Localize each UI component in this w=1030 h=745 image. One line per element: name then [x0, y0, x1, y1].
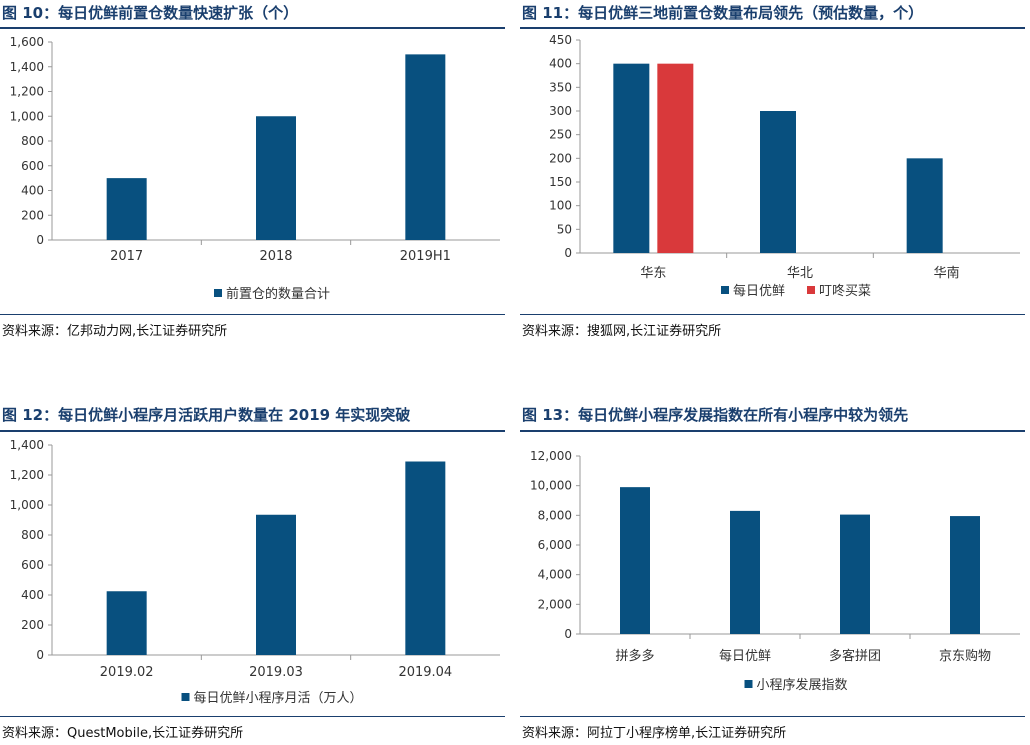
chart-title: 图 12：每日优鲜小程序月活跃用户数量在 2019 年实现突破	[2, 406, 411, 424]
bottom-rule	[0, 314, 505, 315]
x-tick-label: 拼多多	[615, 648, 654, 664]
y-tick-label: 1,600	[10, 35, 44, 49]
x-tick-label: 2018	[259, 249, 292, 264]
x-tick-label: 2019.03	[249, 665, 303, 680]
y-tick-label: 0	[564, 627, 572, 641]
bar	[405, 461, 446, 655]
title-rule	[520, 27, 1025, 29]
y-tick-label: 350	[549, 80, 572, 94]
y-tick-label: 1,000	[10, 498, 44, 512]
legend-label: 每日优鲜小程序月活（万人）	[194, 690, 363, 706]
y-tick-label: 0	[36, 233, 44, 247]
y-tick-label: 400	[21, 184, 44, 198]
y-tick-label: 200	[21, 208, 44, 222]
y-tick-label: 4,000	[538, 568, 572, 582]
y-tick-label: 1,400	[10, 60, 44, 74]
x-tick-label: 京东购物	[939, 648, 991, 664]
legend-swatch	[214, 289, 222, 297]
chart-source: 资料来源：搜狐网,长江证券研究所	[522, 324, 722, 339]
y-tick-label: 8,000	[538, 508, 572, 522]
y-tick-label: 600	[21, 558, 44, 572]
y-tick-label: 1,200	[10, 468, 44, 482]
x-tick-label: 华北	[787, 266, 813, 281]
y-tick-label: 200	[21, 618, 44, 632]
y-tick-label: 800	[21, 528, 44, 542]
chart-panel-1: 图 10：每日优鲜前置仓数量快速扩张（个） 0 200 400 600 800 1,000…	[0, 0, 505, 360]
bar	[256, 514, 296, 655]
legend-label: 每日优鲜	[733, 283, 785, 299]
chart-svg: 0 200 400 600 800 1,000 1,200 1,400 1,600 2017 201…	[10, 35, 500, 302]
x-tick-label: 2019H1	[400, 249, 451, 264]
chart-source: 资料来源：QuestMobile,长江证券研究所	[2, 726, 244, 741]
y-tick-label: 250	[549, 128, 572, 142]
chart-svg: 0 200 400 600 800 1,000 1,200 1,400 2019.02 2019.…	[10, 438, 500, 706]
chart-title: 图 10：每日优鲜前置仓数量快速扩张（个）	[2, 4, 299, 22]
legend-swatch	[721, 286, 729, 294]
legend-label: 前置仓的数量合计	[226, 286, 330, 302]
y-tick-label: 400	[21, 588, 44, 602]
bar	[906, 158, 943, 253]
bar	[840, 514, 870, 634]
y-tick-label: 150	[549, 175, 572, 189]
y-tick-label: 10,000	[530, 479, 572, 493]
y-tick-label: 800	[21, 134, 44, 148]
title-rule	[0, 430, 505, 432]
y-tick-label: 6,000	[538, 538, 572, 552]
legend-swatch	[744, 680, 753, 688]
bottom-rule	[520, 314, 1025, 315]
x-tick-label: 2019.02	[100, 665, 154, 680]
chart-title: 图 11：每日优鲜三地前置仓数量布局领先（预估数量，个）	[522, 4, 924, 22]
chart-panel-3: 图 12：每日优鲜小程序月活跃用户数量在 2019 年实现突破 0 200 400 6…	[0, 402, 505, 745]
y-tick-label: 600	[21, 159, 44, 173]
title-rule	[0, 27, 505, 29]
chart-source: 资料来源：亿邦动力网,长江证券研究所	[2, 324, 228, 339]
chart-svg: 0 2,000 4,000 6,000 8,000 10,000 12,000 拼多多 每日优鲜…	[530, 449, 1020, 693]
bar	[760, 111, 796, 253]
x-tick-label: 2017	[110, 249, 143, 264]
y-tick-label: 0	[564, 246, 572, 260]
x-tick-label: 华东	[640, 266, 666, 281]
bar	[405, 54, 446, 240]
x-tick-label: 每日优鲜	[719, 648, 771, 664]
bar	[657, 63, 694, 253]
y-tick-label: 400	[549, 57, 572, 71]
bar	[106, 178, 147, 240]
y-tick-label: 1,400	[10, 438, 44, 452]
bar	[620, 487, 650, 634]
y-tick-label: 2,000	[538, 597, 572, 611]
y-tick-label: 100	[549, 199, 572, 213]
bar	[106, 591, 147, 655]
chart-panel-2: 图 11：每日优鲜三地前置仓数量布局领先（预估数量，个） 0 50 100 150 20…	[520, 0, 1025, 360]
y-tick-label: 0	[36, 648, 44, 662]
y-tick-label: 12,000	[530, 449, 572, 463]
legend-label: 叮咚买菜	[819, 283, 871, 299]
y-tick-label: 50	[557, 222, 572, 236]
legend-swatch	[807, 286, 815, 294]
chart-title: 图 13：每日优鲜小程序发展指数在所有小程序中较为领先	[522, 406, 909, 424]
x-tick-label: 多客拼团	[829, 648, 881, 664]
y-tick-label: 1,200	[10, 85, 44, 99]
x-tick-label: 2019.04	[398, 665, 452, 680]
bottom-rule	[520, 716, 1025, 717]
y-tick-label: 200	[549, 151, 572, 165]
chart-panel-4: 图 13：每日优鲜小程序发展指数在所有小程序中较为领先 0 2,000 4,000 6…	[520, 402, 1025, 745]
bar	[256, 116, 296, 240]
y-tick-label: 300	[549, 104, 572, 118]
y-tick-label: 1,000	[10, 109, 44, 123]
chart-source: 资料来源：阿拉丁小程序榜单,长江证券研究所	[522, 726, 787, 741]
title-rule	[520, 430, 1025, 432]
x-tick-label: 华南	[934, 265, 960, 281]
bar	[613, 63, 650, 253]
legend-swatch	[181, 693, 190, 701]
bar	[950, 516, 980, 634]
legend-label: 小程序发展指数	[757, 677, 848, 693]
y-tick-label: 450	[549, 33, 572, 47]
bottom-rule	[0, 716, 505, 717]
bar	[730, 510, 760, 634]
